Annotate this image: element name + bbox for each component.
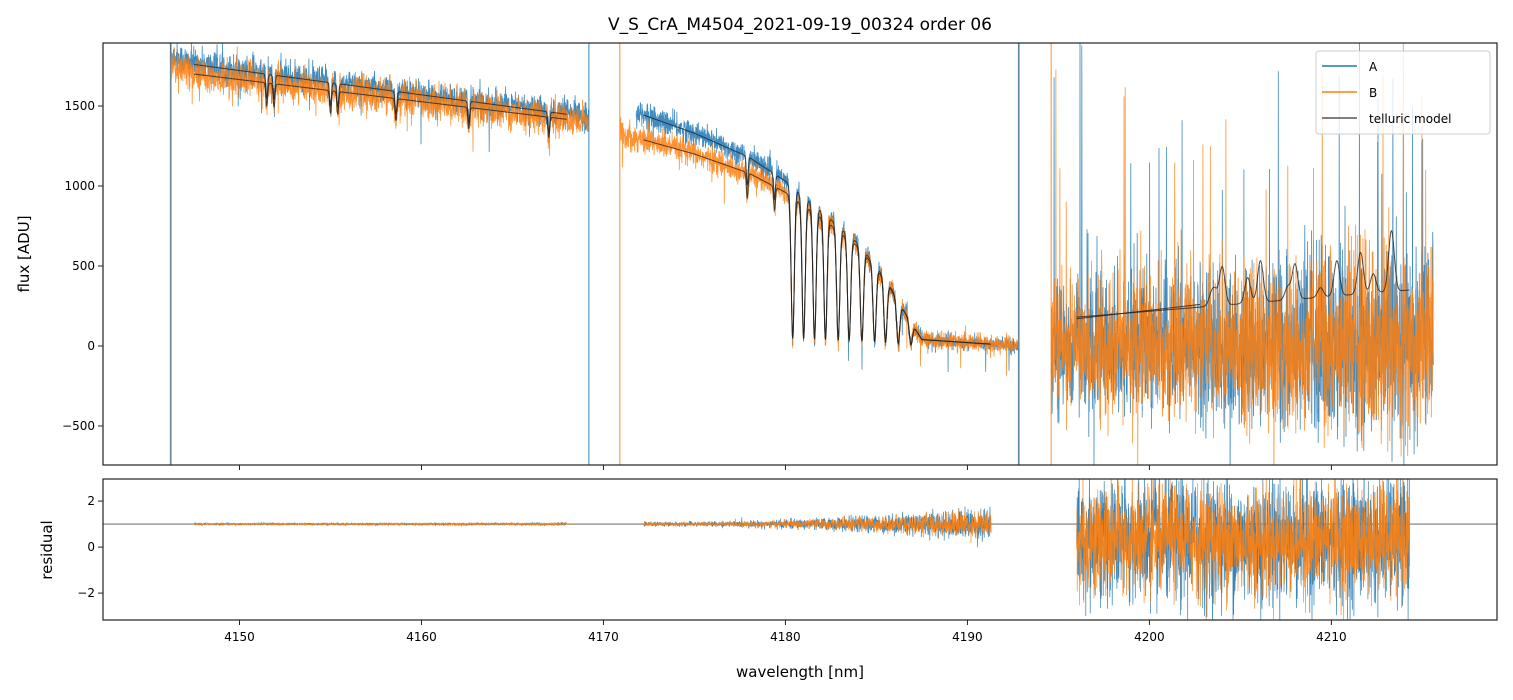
telluric-model-line bbox=[643, 139, 991, 346]
residual-y-label: residual bbox=[38, 520, 56, 579]
flux-y-tick-label: 500 bbox=[72, 259, 95, 273]
flux-panel: −500 0 500 1000 1500 flux [ADU] A B telluric… bbox=[15, 42, 1498, 470]
x-tick-label: 4180 bbox=[770, 630, 801, 644]
residual-plot-area bbox=[103, 479, 1497, 620]
residual-y-tick-label: −2 bbox=[77, 586, 95, 600]
telluric-model-line bbox=[193, 73, 567, 138]
telluric-model-line bbox=[1076, 303, 1201, 320]
flux-plot-area bbox=[169, 43, 1434, 465]
flux-y-tick-label: 1500 bbox=[64, 99, 95, 113]
legend-label-a: A bbox=[1369, 60, 1378, 74]
residual-b-line bbox=[643, 509, 992, 544]
x-tick-label: 4190 bbox=[952, 630, 983, 644]
chart-title: V_S_CrA_M4504_2021-09-19_00324 order 06 bbox=[608, 15, 992, 35]
flux-y-tick-label: −500 bbox=[62, 419, 95, 433]
residual-b-line bbox=[1076, 479, 1410, 620]
residual-ticks: 4150 4160 4170 4180 4190 4200 4210 −2 0 2 bbox=[77, 494, 1346, 644]
x-axis-label: wavelength [nm] bbox=[736, 663, 864, 681]
flux-y-tick-label: 0 bbox=[87, 339, 95, 353]
series-b-line bbox=[619, 117, 1019, 376]
series-a-line bbox=[635, 102, 1019, 373]
x-tick-label: 4170 bbox=[588, 630, 619, 644]
residual-panel: 4150 4160 4170 4180 4190 4200 4210 −2 0 2 residua… bbox=[38, 478, 1498, 644]
legend-label-model: telluric model bbox=[1369, 112, 1451, 126]
telluric-model-line bbox=[193, 63, 567, 134]
residual-b-line bbox=[193, 521, 568, 527]
series-b-line bbox=[169, 46, 590, 156]
legend-label-b: B bbox=[1369, 86, 1377, 100]
residual-axes-frame bbox=[102, 478, 1498, 621]
flux-y-tick-label: 1000 bbox=[64, 179, 95, 193]
legend: A B telluric model bbox=[1315, 50, 1491, 135]
x-tick-label: 4200 bbox=[1134, 630, 1165, 644]
flux-y-label: flux [ADU] bbox=[15, 215, 33, 292]
series-b-line bbox=[1050, 43, 1434, 465]
flux-ticks: −500 0 500 1000 1500 bbox=[62, 99, 1332, 470]
flux-axes-frame bbox=[102, 42, 1498, 466]
residual-y-tick-label: 0 bbox=[87, 540, 95, 554]
x-tick-label: 4160 bbox=[406, 630, 437, 644]
x-tick-label: 4150 bbox=[224, 630, 255, 644]
legend-box bbox=[1315, 50, 1491, 135]
x-tick-label: 4210 bbox=[1316, 630, 1347, 644]
residual-y-tick-label: 2 bbox=[87, 494, 95, 508]
